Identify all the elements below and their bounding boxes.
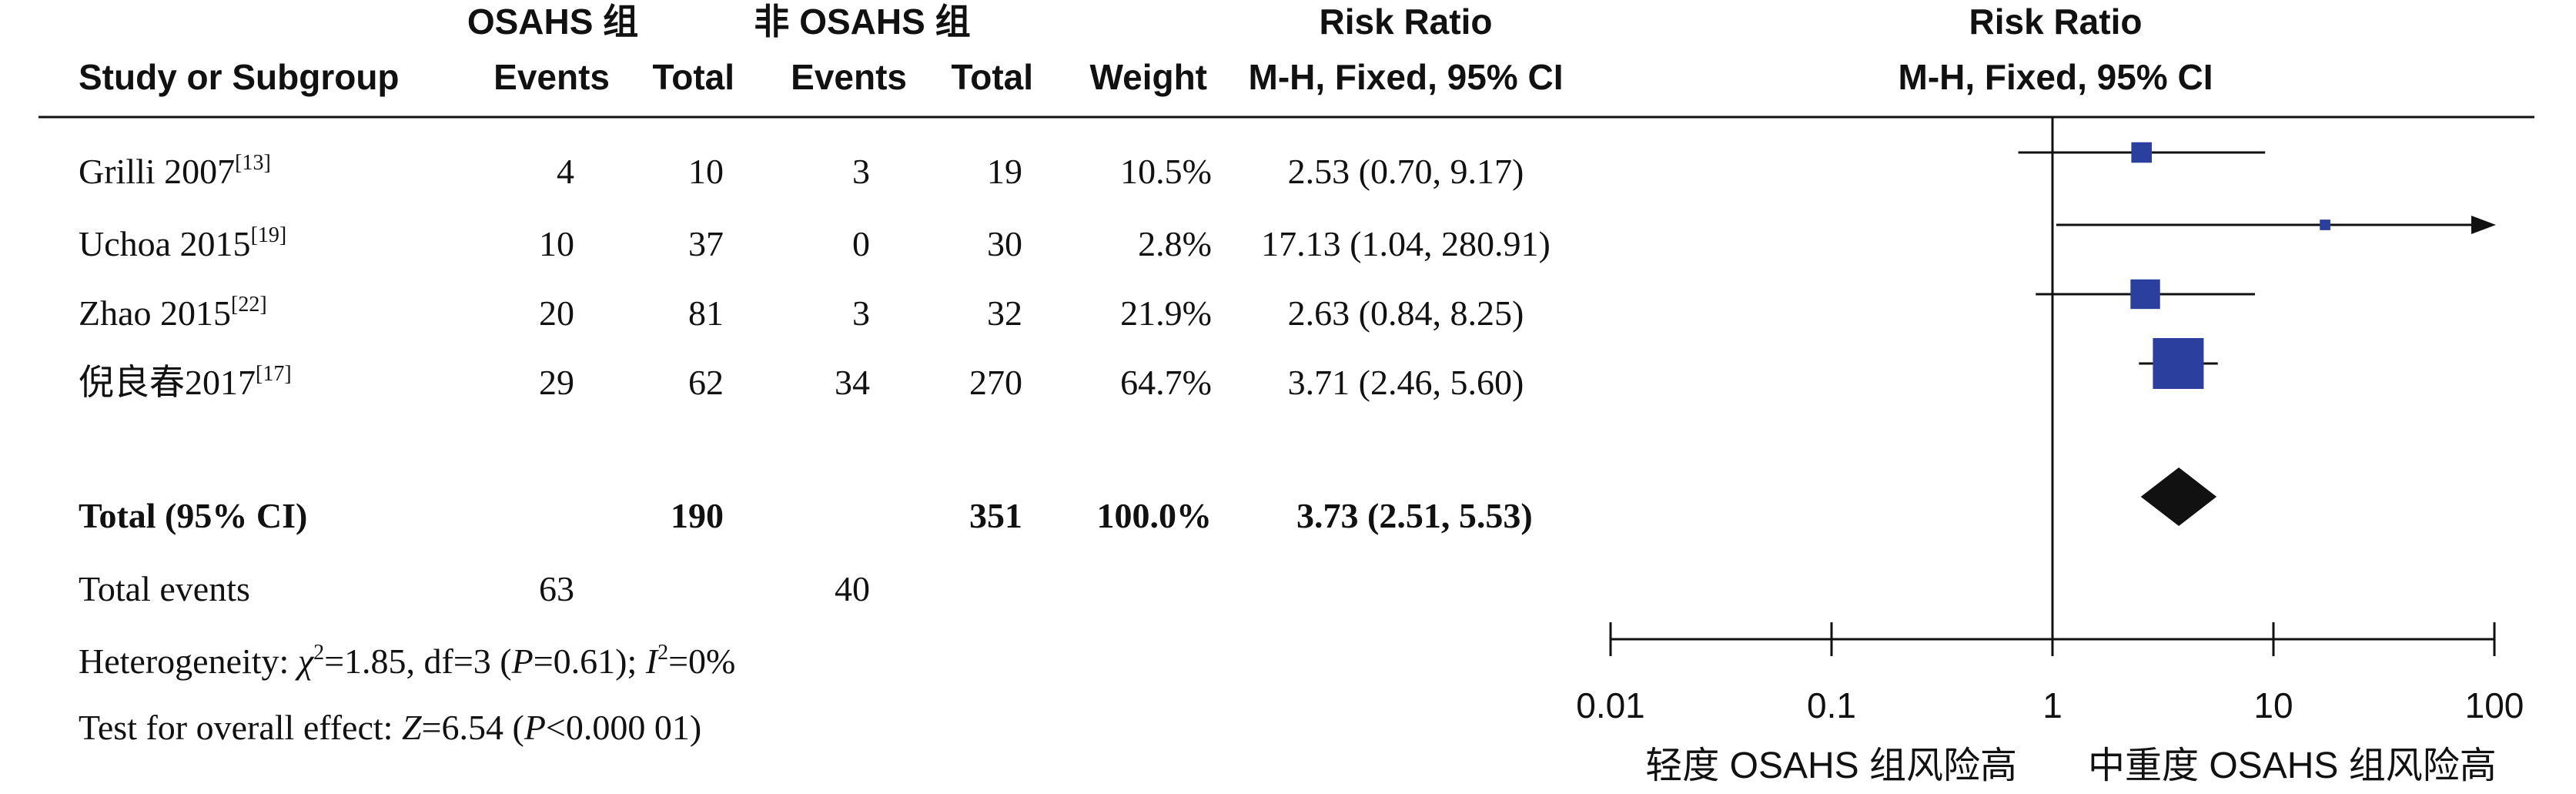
rr-method-header: M-H, Fixed, 95% CI (1249, 57, 1564, 97)
total-weight: 100.0% (1097, 496, 1213, 535)
study-total1: 37 (688, 224, 724, 263)
study-total1: 62 (688, 363, 724, 402)
study-total1: 81 (688, 293, 724, 333)
group1-header: OSAHS 组 (467, 2, 638, 42)
study-weight: 10.5% (1120, 152, 1212, 191)
study-ci-text: 3.71 (2.46, 5.60) (1288, 363, 1524, 402)
study-name: Zhao 2015[22] (79, 293, 267, 333)
group2-header: 非 OSAHS 组 (754, 2, 970, 42)
study-name: Uchoa 2015[19] (79, 223, 286, 263)
total-t2: 351 (969, 496, 1022, 535)
study-column-header: Study or Subgroup (79, 57, 400, 97)
study-total2: 270 (969, 363, 1022, 402)
plot-area: 0.01 0.1 1 10 100 轻度 OSAHS 组风险高 中重度 OSAHS 组风险高 (1576, 117, 2524, 786)
events2-header: Events (791, 57, 907, 97)
study-events2: 3 (852, 152, 870, 191)
study-name: 倪良春2017[17] (79, 362, 292, 402)
study-events1: 20 (539, 293, 574, 333)
study-name: Grilli 2007[13] (79, 151, 271, 191)
study-total2: 30 (987, 224, 1022, 263)
x-tick-label: 0.1 (1807, 685, 1856, 725)
total-events-e2: 40 (835, 569, 870, 608)
total1-header: Total (653, 57, 734, 97)
study-point-square (2130, 279, 2160, 310)
total2-header: Total (952, 57, 1033, 97)
x-tick-label: 100 (2465, 685, 2524, 725)
study-weight: 64.7% (1120, 363, 1212, 402)
study-total1: 10 (688, 152, 724, 191)
events1-header: Events (493, 57, 610, 97)
study-ci-text: 2.63 (0.84, 8.25) (1288, 293, 1524, 333)
pooled-diamond (2140, 467, 2217, 526)
total-events-e1: 63 (539, 569, 574, 608)
overall-effect-text: Test for overall effect: Z=6.54 (P<0.000… (79, 708, 701, 747)
study-total2: 32 (987, 293, 1022, 333)
total-events-label: Total events (79, 569, 250, 608)
study-point-square (2153, 338, 2204, 389)
study-point-square (2320, 219, 2330, 230)
study-events2: 3 (852, 293, 870, 333)
study-ci-text: 17.13 (1.04, 280.91) (1261, 224, 1551, 263)
study-total2: 19 (987, 152, 1022, 191)
study-point-square (2131, 142, 2152, 163)
total-label: Total (95% CI) (79, 496, 307, 535)
favours-right-label: 中重度 OSAHS 组风险高 (2088, 745, 2497, 786)
plot-title-header: Risk Ratio (1969, 2, 2143, 42)
study-weight: 21.9% (1120, 293, 1212, 333)
study-rows: Grilli 2007[13] 4 10 3 19 10.5% 2.53 (0.70, 9.… (79, 151, 1551, 402)
study-events1: 29 (539, 363, 574, 402)
x-tick-label: 1 (2042, 685, 2062, 725)
study-weight: 2.8% (1138, 224, 1212, 263)
study-events1: 4 (557, 152, 574, 191)
favours-left-label: 轻度 OSAHS 组风险高 (1645, 745, 2017, 786)
study-events2: 0 (852, 224, 870, 263)
x-tick-label: 10 (2253, 685, 2293, 725)
rr-title-header: Risk Ratio (1320, 2, 1493, 42)
study-events2: 34 (835, 363, 870, 402)
weight-header: Weight (1090, 57, 1207, 97)
total-t1: 190 (671, 496, 724, 535)
total-ci-text: 3.73 (2.51, 5.53) (1296, 496, 1533, 535)
heterogeneity-text: Heterogeneity: χ2=1.85, df=3 (P=0.61); I… (79, 641, 735, 681)
ci-arrow-icon (2471, 216, 2496, 234)
x-tick-label: 0.01 (1576, 685, 1645, 725)
study-ci-text: 2.53 (0.70, 9.17) (1288, 152, 1524, 191)
plot-method-header: M-H, Fixed, 95% CI (1899, 57, 2213, 97)
study-events1: 10 (539, 224, 574, 263)
